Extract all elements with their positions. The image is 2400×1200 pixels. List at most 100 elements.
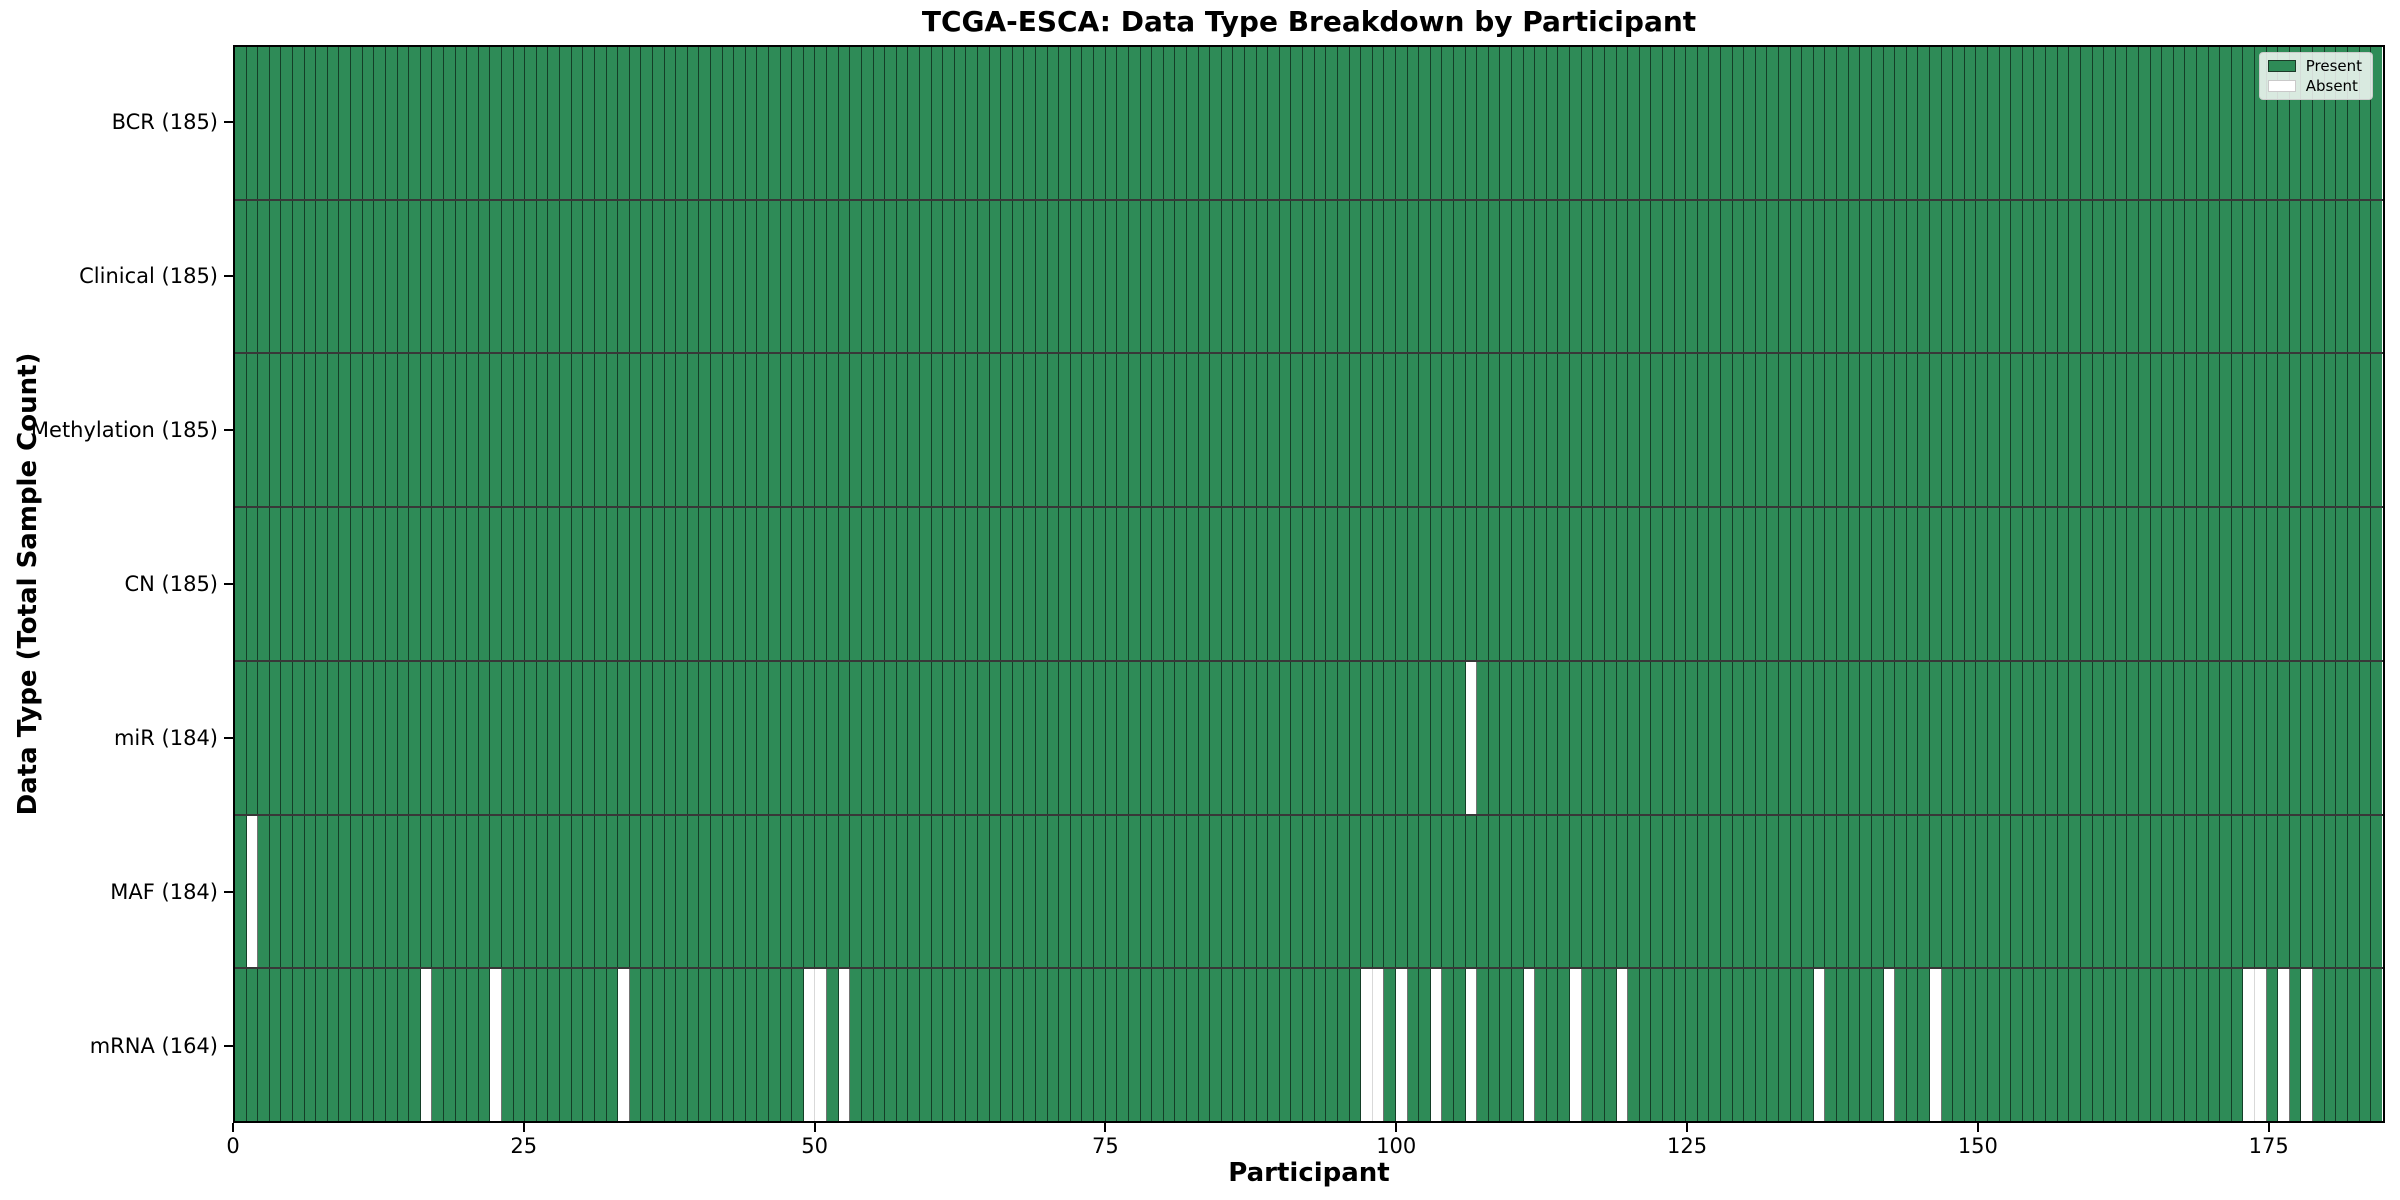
matrix-cell (1662, 815, 1675, 968)
matrix-cell (1953, 200, 1965, 353)
matrix-cell (1616, 200, 1629, 353)
matrix-cell (1419, 969, 1431, 1122)
matrix-cell (560, 508, 572, 660)
matrix-cell (1848, 354, 1861, 507)
matrix-cell (989, 354, 1002, 507)
matrix-cell (1163, 815, 1176, 968)
matrix-cell (1662, 354, 1675, 507)
matrix-cell (1790, 47, 1803, 199)
matrix-cell (896, 47, 909, 199)
matrix-cell (1012, 661, 1025, 814)
matrix-cell (2313, 200, 2325, 353)
matrix-cell (293, 354, 305, 507)
matrix-cell (1697, 354, 1710, 507)
matrix-cell (571, 969, 584, 1122)
matrix-cell (1175, 969, 1187, 1122)
matrix-cell (1395, 200, 1408, 353)
matrix-cell (1604, 661, 1617, 814)
matrix-cell (2162, 969, 2174, 1122)
matrix-cell (2138, 200, 2151, 353)
matrix-cell (943, 661, 955, 814)
matrix-cell (2336, 969, 2348, 1122)
matrix-cell (1372, 200, 1385, 353)
matrix-cell (1732, 47, 1745, 199)
matrix-cell (2162, 200, 2174, 353)
matrix-cell (1546, 815, 1559, 968)
present-swatch (2267, 60, 2296, 72)
matrix-cell (827, 508, 839, 660)
matrix-cell (1036, 200, 1048, 353)
matrix-cell (954, 815, 967, 968)
matrix-cell (687, 661, 700, 814)
matrix-cell (2104, 47, 2116, 199)
matrix-cell (873, 508, 886, 660)
matrix-cell (1802, 354, 1814, 507)
matrix-cell (1210, 200, 1222, 353)
matrix-cell (1895, 47, 1907, 199)
matrix-cell (1372, 508, 1385, 660)
matrix-cell (652, 508, 665, 660)
matrix-cell (246, 508, 259, 660)
matrix-cell (339, 354, 352, 507)
matrix-cell (281, 200, 294, 353)
matrix-cell (769, 661, 781, 814)
matrix-cell (618, 354, 630, 507)
matrix-cell (1790, 661, 1803, 814)
matrix-cell (1001, 969, 1013, 1122)
matrix-cell (989, 200, 1002, 353)
matrix-cell (1070, 47, 1083, 199)
matrix-cell (1082, 354, 1095, 507)
matrix-cell (2011, 354, 2023, 507)
matrix-cell (1442, 508, 1454, 660)
matrix-cell (374, 354, 386, 507)
matrix-cell (420, 354, 433, 507)
matrix-cell (1152, 354, 1164, 507)
matrix-cell (1152, 47, 1164, 199)
matrix-cell (1848, 508, 1861, 660)
matrix-cell (525, 969, 537, 1122)
matrix-cell (1546, 508, 1559, 660)
matrix-cell (502, 969, 514, 1122)
matrix-cell (2266, 200, 2279, 353)
matrix-cell (339, 508, 352, 660)
matrix-cell (1059, 661, 1071, 814)
matrix-cell (1581, 661, 1594, 814)
matrix-cell (1837, 815, 1849, 968)
matrix-cell (467, 354, 479, 507)
matrix-cell (2104, 815, 2116, 968)
matrix-cell (2115, 354, 2128, 507)
matrix-cell (2011, 200, 2023, 353)
matrix-cell (1581, 508, 1594, 660)
matrix-cell (1802, 815, 1814, 968)
matrix-cell (1721, 200, 1733, 353)
matrix-cell (2173, 969, 2186, 1122)
matrix-cell (699, 354, 711, 507)
matrix-cell (374, 969, 386, 1122)
matrix-cell (1662, 969, 1675, 1122)
matrix-cell (1349, 508, 1362, 660)
matrix-cell (1453, 200, 1466, 353)
matrix-cell (664, 661, 677, 814)
matrix-cell (1210, 815, 1222, 968)
matrix-cell (1871, 969, 1884, 1122)
matrix-cell (409, 661, 421, 814)
matrix-cell (1372, 47, 1385, 199)
matrix-cell (1419, 661, 1431, 814)
matrix-cell (1488, 200, 1501, 353)
matrix-cell (2034, 354, 2047, 507)
matrix-cell (1767, 815, 1780, 968)
matrix-cell (850, 354, 862, 507)
matrix-cell (258, 661, 270, 814)
matrix-cell (1198, 969, 1211, 1122)
matrix-cell (1430, 969, 1443, 1122)
matrix-cell (1163, 661, 1176, 814)
matrix-cell (1535, 661, 1547, 814)
matrix-cell (838, 969, 851, 1122)
matrix-cell (1964, 969, 1977, 1122)
matrix-cell (1686, 200, 1698, 353)
matrix-cell (571, 661, 584, 814)
x-tick-mark (232, 1123, 234, 1132)
matrix-cell (710, 47, 723, 199)
matrix-cell (1523, 200, 1536, 353)
matrix-cell (745, 508, 758, 660)
